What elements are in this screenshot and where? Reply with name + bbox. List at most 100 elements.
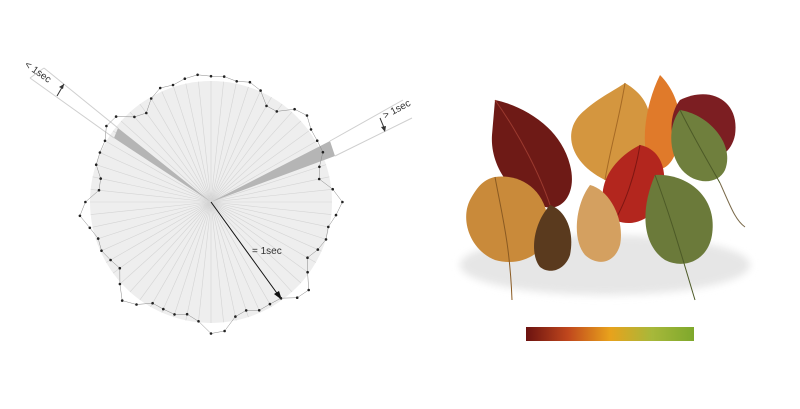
spoke-line: [210, 120, 302, 203]
tick-dot: [173, 313, 176, 316]
tick-dot: [248, 80, 252, 84]
spoke-line: [210, 201, 261, 313]
tick-dot: [118, 266, 122, 270]
tick-dot: [133, 115, 136, 119]
tick-dot: [209, 332, 213, 335]
spoke-line: [100, 152, 212, 203]
label-less-than-1sec: < 1sec: [22, 59, 53, 85]
spoke-lines: [90, 81, 332, 323]
spoke-line: [210, 97, 272, 203]
tick-dot: [324, 238, 328, 241]
spoke-line: [120, 201, 212, 284]
spoke-line: [173, 86, 212, 203]
spoke-line: [92, 201, 212, 228]
leaf-golden-left: [466, 176, 549, 301]
spoke-line: [150, 201, 212, 307]
spoke-line: [129, 111, 212, 203]
tick-dot: [183, 77, 187, 80]
tick-dot: [331, 187, 335, 191]
tick-dot: [334, 213, 338, 217]
guide-lines-right: [329, 99, 413, 157]
tick-dot: [307, 288, 311, 292]
label-greater-than-1sec: > 1sec: [381, 98, 412, 122]
spoke-line: [210, 86, 249, 203]
leaf-green-bottom: [645, 174, 713, 301]
leaf-tan-bottom: [576, 185, 621, 262]
spoke-line: [210, 201, 249, 318]
tick-dot: [196, 73, 199, 77]
tick-dot: [295, 296, 299, 300]
spoke-line: [90, 201, 212, 215]
spoke-line: [210, 201, 322, 252]
tick-dot: [257, 309, 261, 312]
tick-dots: [78, 73, 344, 335]
tick-dot: [341, 200, 344, 204]
spoke-line: [185, 83, 212, 203]
spoke-line: [139, 103, 212, 203]
spoke-line: [210, 164, 327, 203]
tick-dot: [185, 312, 189, 316]
tick-dot: [306, 270, 309, 274]
spoke-line: [95, 201, 212, 240]
spoke-line: [210, 91, 261, 203]
second-hand-arrow: [210, 201, 280, 297]
leaf-green-right: [671, 109, 746, 228]
spoke-line: [106, 201, 212, 263]
spoke-line: [210, 189, 332, 203]
label-equal-1sec: = 1sec: [252, 246, 282, 257]
guide-arrow-left-head: [59, 84, 64, 89]
spoke-line: [90, 189, 212, 203]
tick-dot: [327, 225, 330, 229]
spoke-line: [210, 201, 310, 274]
tick-dot: [109, 258, 112, 262]
tick-dot: [235, 80, 238, 83]
autumn-leaves-photo: [460, 75, 750, 301]
spoke-line: [95, 164, 212, 203]
tick-dot: [145, 111, 148, 115]
tick-dot: [305, 114, 309, 117]
spoke-line: [129, 201, 212, 293]
spoke-line: [120, 120, 212, 203]
spoke-line: [173, 201, 212, 318]
color-gradient-bar: [526, 327, 694, 341]
tick-dot: [99, 177, 102, 180]
spoke-line: [185, 201, 212, 321]
clock-diagram: < 1sec > 1sec = 1sec: [22, 59, 413, 335]
tick-dot: [268, 302, 272, 306]
tick-dot: [88, 226, 92, 230]
tick-dot: [275, 110, 279, 113]
spoke-line: [210, 201, 330, 228]
tick-dot: [96, 237, 100, 240]
tick-dot: [279, 296, 283, 300]
spoke-line: [210, 81, 224, 203]
leaf-bright-orange: [644, 75, 681, 169]
tick-dot: [135, 303, 138, 306]
tick-dot: [306, 256, 309, 260]
spoke-line: [210, 201, 332, 215]
guide-arrow-right-head: [381, 126, 386, 132]
tick-dot: [259, 89, 262, 92]
tick-dot: [103, 139, 107, 143]
spoke-line: [106, 141, 212, 203]
tick-dot: [171, 83, 175, 87]
spoke-line: [210, 201, 272, 307]
tick-dot: [234, 315, 237, 318]
spoke-line: [198, 201, 212, 323]
tick-dot: [98, 151, 102, 154]
guide-lines-left: [29, 67, 119, 139]
tick-dot: [223, 329, 226, 333]
tick-dot: [78, 214, 82, 218]
tick-dot: [317, 177, 321, 181]
tick-dot: [162, 307, 165, 311]
tick-dot: [265, 104, 268, 108]
spoke-line: [112, 201, 212, 274]
tick-dot: [293, 107, 296, 111]
tick-dot: [315, 139, 319, 142]
tick-dot: [316, 248, 320, 251]
tick-dot: [318, 165, 321, 169]
tick-dot: [151, 301, 154, 305]
spoke-line: [210, 103, 283, 203]
wedge-right: [211, 141, 335, 202]
spoke-line: [210, 111, 293, 203]
spoke-line: [210, 130, 310, 203]
